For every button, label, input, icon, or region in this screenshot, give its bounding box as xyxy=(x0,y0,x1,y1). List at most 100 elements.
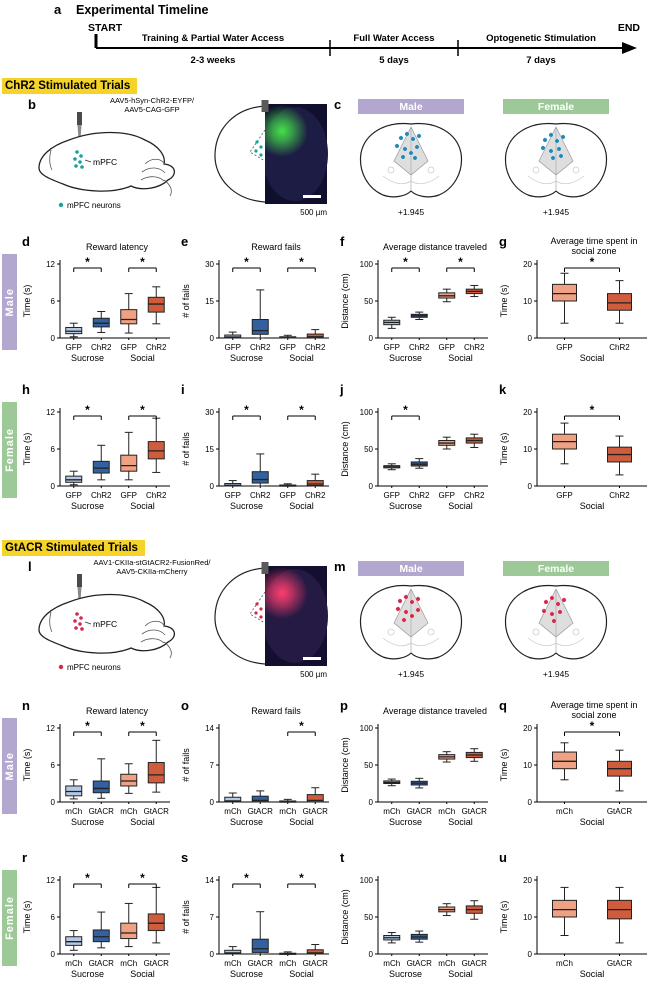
svg-text:30: 30 xyxy=(205,408,214,417)
timeline-segment-3-duration: 7 days xyxy=(526,55,556,66)
boxplot-k: k 0 10 20 Time (s) * GFP ChR2 Social xyxy=(499,382,647,511)
gtacr-female-plot-row: Female r 0 6 12 Time (s) * * mCh GtACR mCh GtACR Su… xyxy=(0,850,653,996)
svg-text:social zone: social zone xyxy=(571,710,616,720)
svg-text:100: 100 xyxy=(360,876,374,885)
svg-text:GtACR: GtACR xyxy=(407,959,433,968)
svg-text:Reward fails: Reward fails xyxy=(251,242,301,252)
plot-k: k 0 10 20 Time (s) * GFP ChR2 Social xyxy=(497,382,652,528)
female-injection-map: +1.945 xyxy=(504,122,608,217)
svg-text:Social: Social xyxy=(130,969,155,979)
mpfc-region-dashed xyxy=(249,129,266,162)
svg-text:10: 10 xyxy=(523,297,532,306)
svg-text:*: * xyxy=(590,255,595,269)
svg-text:10: 10 xyxy=(523,913,532,922)
timeline-title: Experimental Timeline xyxy=(76,3,209,17)
plot-o: o Reward fails 0 7 14 # of fails * mCh GtACR mCh G… xyxy=(179,698,334,844)
svg-text:10: 10 xyxy=(523,761,532,770)
svg-text:GFP: GFP xyxy=(439,491,455,500)
svg-text:Sucrose: Sucrose xyxy=(230,817,263,827)
svg-text:100: 100 xyxy=(360,260,374,269)
svg-text:n: n xyxy=(22,698,30,713)
svg-text:50: 50 xyxy=(364,913,373,922)
scale-bar xyxy=(303,657,321,660)
svg-text:0: 0 xyxy=(51,950,56,959)
svg-text:GFP: GFP xyxy=(66,343,82,352)
svg-text:i: i xyxy=(181,382,185,397)
svg-text:GFP: GFP xyxy=(280,491,296,500)
plot-h: h 0 6 12 Time (s) * * GFP ChR2 GFP ChR2 Sucrose Soci… xyxy=(20,382,175,528)
svg-text:mCh: mCh xyxy=(279,959,296,968)
svg-text:GtACR: GtACR xyxy=(407,807,433,816)
svg-text:j: j xyxy=(339,382,344,397)
gtacr-male-plot-row: Male n Reward latency 0 6 12 Time (s) * * mCh GtA… xyxy=(0,698,653,844)
panel-letter-m: m xyxy=(334,559,346,574)
svg-text:e: e xyxy=(181,234,188,249)
svg-text:r: r xyxy=(22,850,27,865)
svg-text:GtACR: GtACR xyxy=(144,807,170,816)
svg-text:*: * xyxy=(299,403,304,417)
svg-text:p: p xyxy=(340,698,348,713)
svg-text:20: 20 xyxy=(523,876,532,885)
svg-text:# of fails: # of fails xyxy=(181,284,191,318)
svg-text:ChR2: ChR2 xyxy=(250,343,271,352)
svg-text:Sucrose: Sucrose xyxy=(389,817,422,827)
svg-text:Time (s): Time (s) xyxy=(499,901,509,934)
svg-text:*: * xyxy=(403,403,408,417)
svg-text:Average distance traveled: Average distance traveled xyxy=(383,706,487,716)
svg-text:50: 50 xyxy=(364,445,373,454)
chr2-section-tag: ChR2 Stimulated Trials xyxy=(2,78,138,94)
svg-text:mCh: mCh xyxy=(65,807,82,816)
svg-text:ChR2: ChR2 xyxy=(609,491,630,500)
female-row-label: Female xyxy=(2,402,17,498)
svg-text:ChR2: ChR2 xyxy=(91,491,112,500)
optic-fiber-icon xyxy=(77,574,82,587)
female-injection-map: +1.945 xyxy=(504,584,608,679)
svg-text:*: * xyxy=(244,255,249,269)
svg-text:mCh: mCh xyxy=(65,959,82,968)
svg-text:*: * xyxy=(140,719,145,733)
svg-text:12: 12 xyxy=(46,876,55,885)
svg-text:GtACR: GtACR xyxy=(607,959,633,968)
optic-fiber-icon xyxy=(261,562,269,574)
svg-text:0: 0 xyxy=(369,334,374,343)
brain-outline xyxy=(38,131,175,192)
svg-text:GFP: GFP xyxy=(384,491,400,500)
svg-text:Reward latency: Reward latency xyxy=(86,242,149,252)
svg-text:*: * xyxy=(140,403,145,417)
timeline-start-label: START xyxy=(88,22,123,34)
svg-text:GtACR: GtACR xyxy=(462,807,488,816)
svg-text:ChR2: ChR2 xyxy=(464,343,485,352)
svg-text:GFP: GFP xyxy=(121,491,137,500)
fluorescence-glow xyxy=(256,105,308,157)
svg-text:s: s xyxy=(181,850,188,865)
svg-text:Time (s): Time (s) xyxy=(22,433,32,466)
ap-coordinate: +1.945 xyxy=(543,669,570,679)
plot-g: g Average time spent in social zone 0 10 20 Ti… xyxy=(497,234,652,380)
svg-text:Social: Social xyxy=(580,353,605,363)
svg-text:7: 7 xyxy=(210,761,215,770)
boxplot-d: d Reward latency 0 6 12 Time (s) * * GFP ChR2 GFP C… xyxy=(22,234,170,363)
timeline-end-label: END xyxy=(618,22,641,34)
svg-text:GtACR: GtACR xyxy=(462,959,488,968)
chr2-male-plot-row: Male d Reward latency 0 6 12 Time (s) * * GFP ChR… xyxy=(0,234,653,380)
boxplot-p: p Average distance traveled 0 50 100 Distance… xyxy=(340,698,488,827)
injection-sites xyxy=(540,132,566,161)
svg-text:Social: Social xyxy=(448,969,473,979)
fluorescence-glow xyxy=(256,567,308,619)
svg-text:u: u xyxy=(499,850,507,865)
svg-text:Time (s): Time (s) xyxy=(22,749,32,782)
svg-text:mCh: mCh xyxy=(556,807,573,816)
svg-text:0: 0 xyxy=(369,950,374,959)
svg-text:Sucrose: Sucrose xyxy=(389,969,422,979)
plot-e: e Reward fails 0 15 30 # of fails * * GFP ChR2 GFP… xyxy=(179,234,334,380)
svg-text:Sucrose: Sucrose xyxy=(389,353,422,363)
svg-text:0: 0 xyxy=(51,798,56,807)
svg-text:Social: Social xyxy=(448,501,473,511)
svg-text:GtACR: GtACR xyxy=(248,959,274,968)
svg-text:# of fails: # of fails xyxy=(181,748,191,782)
